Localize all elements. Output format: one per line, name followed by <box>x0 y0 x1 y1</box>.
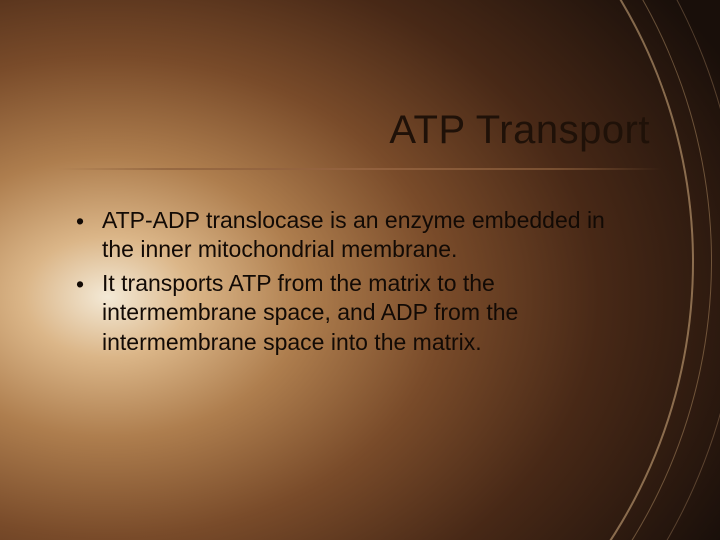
slide-body: • ATP-ADP translocase is an enzyme embed… <box>76 206 640 361</box>
bullet-text: It transports ATP from the matrix to the… <box>102 269 640 357</box>
bullet-text: ATP-ADP translocase is an enzyme embedde… <box>102 206 640 265</box>
slide: ATP Transport • ATP-ADP translocase is a… <box>0 0 720 540</box>
slide-title: ATP Transport <box>280 108 650 153</box>
title-divider <box>58 168 662 170</box>
bullet-mark: • <box>76 206 102 236</box>
bullet-item: • It transports ATP from the matrix to t… <box>76 269 640 357</box>
bullet-mark: • <box>76 269 102 299</box>
bullet-item: • ATP-ADP translocase is an enzyme embed… <box>76 206 640 265</box>
